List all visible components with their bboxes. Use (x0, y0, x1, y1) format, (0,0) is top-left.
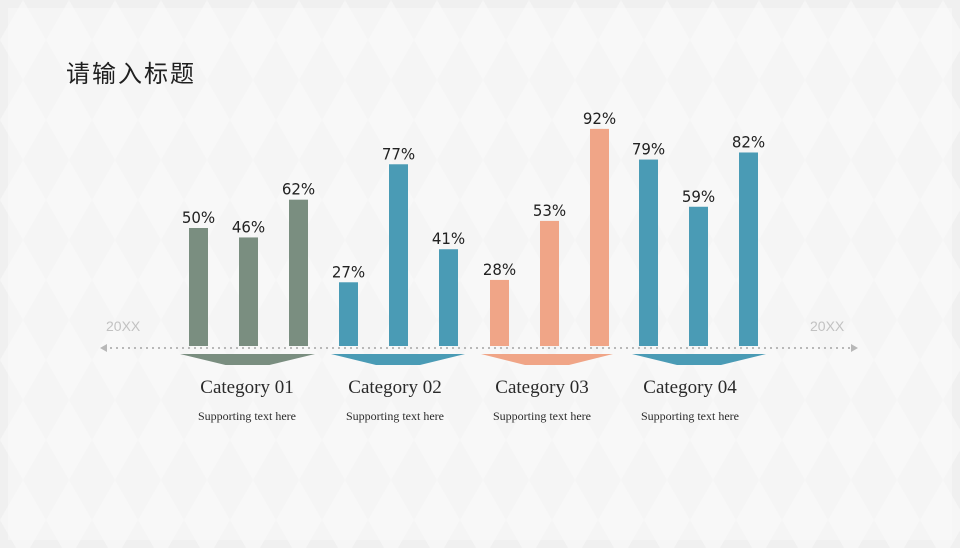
category-title: Category 02 (348, 377, 442, 398)
timeline-arrow-right (851, 344, 858, 352)
category-marker (481, 354, 613, 365)
bar-value-label: 27% (332, 263, 365, 282)
slide-title: 请输入标题 (66, 60, 196, 88)
bar-value-label: 46% (232, 218, 265, 237)
category-marker (632, 354, 766, 365)
category-subtitle: Supporting text here (346, 409, 444, 423)
category-subtitle: Supporting text here (198, 409, 296, 423)
bar-value-label: 79% (632, 140, 665, 159)
category-subtitle: Supporting text here (493, 409, 591, 423)
bar (689, 206, 708, 346)
category-title: Category 01 (200, 377, 294, 398)
bar (289, 199, 308, 346)
bar (339, 282, 358, 346)
bar-value-label: 41% (432, 230, 465, 249)
bar-value-label: 82% (732, 133, 765, 152)
bar (389, 164, 408, 346)
bar-value-label: 50% (182, 208, 215, 227)
bar (239, 237, 258, 346)
bar-value-label: 77% (382, 145, 415, 164)
bar (540, 220, 559, 346)
category-marker (331, 354, 465, 365)
bar (189, 228, 208, 346)
timeline-arrow-left (100, 344, 107, 352)
category-marker (180, 354, 315, 365)
bar-value-label: 62% (282, 180, 315, 199)
bar-value-label: 92% (583, 109, 616, 128)
bar (739, 152, 758, 346)
bar-value-label: 59% (682, 187, 715, 206)
bar-value-label: 53% (533, 201, 566, 220)
bar (639, 159, 658, 346)
timeline-start-label: 20XX (106, 318, 141, 334)
bar (439, 249, 458, 346)
category-title: Category 03 (495, 377, 589, 398)
bar-value-label: 28% (483, 260, 516, 279)
slide-panel (8, 8, 952, 540)
timeline-end-label: 20XX (810, 318, 845, 334)
bar (490, 279, 509, 346)
category-title: Category 04 (643, 377, 737, 398)
bar (590, 128, 609, 346)
category-subtitle: Supporting text here (641, 409, 739, 423)
